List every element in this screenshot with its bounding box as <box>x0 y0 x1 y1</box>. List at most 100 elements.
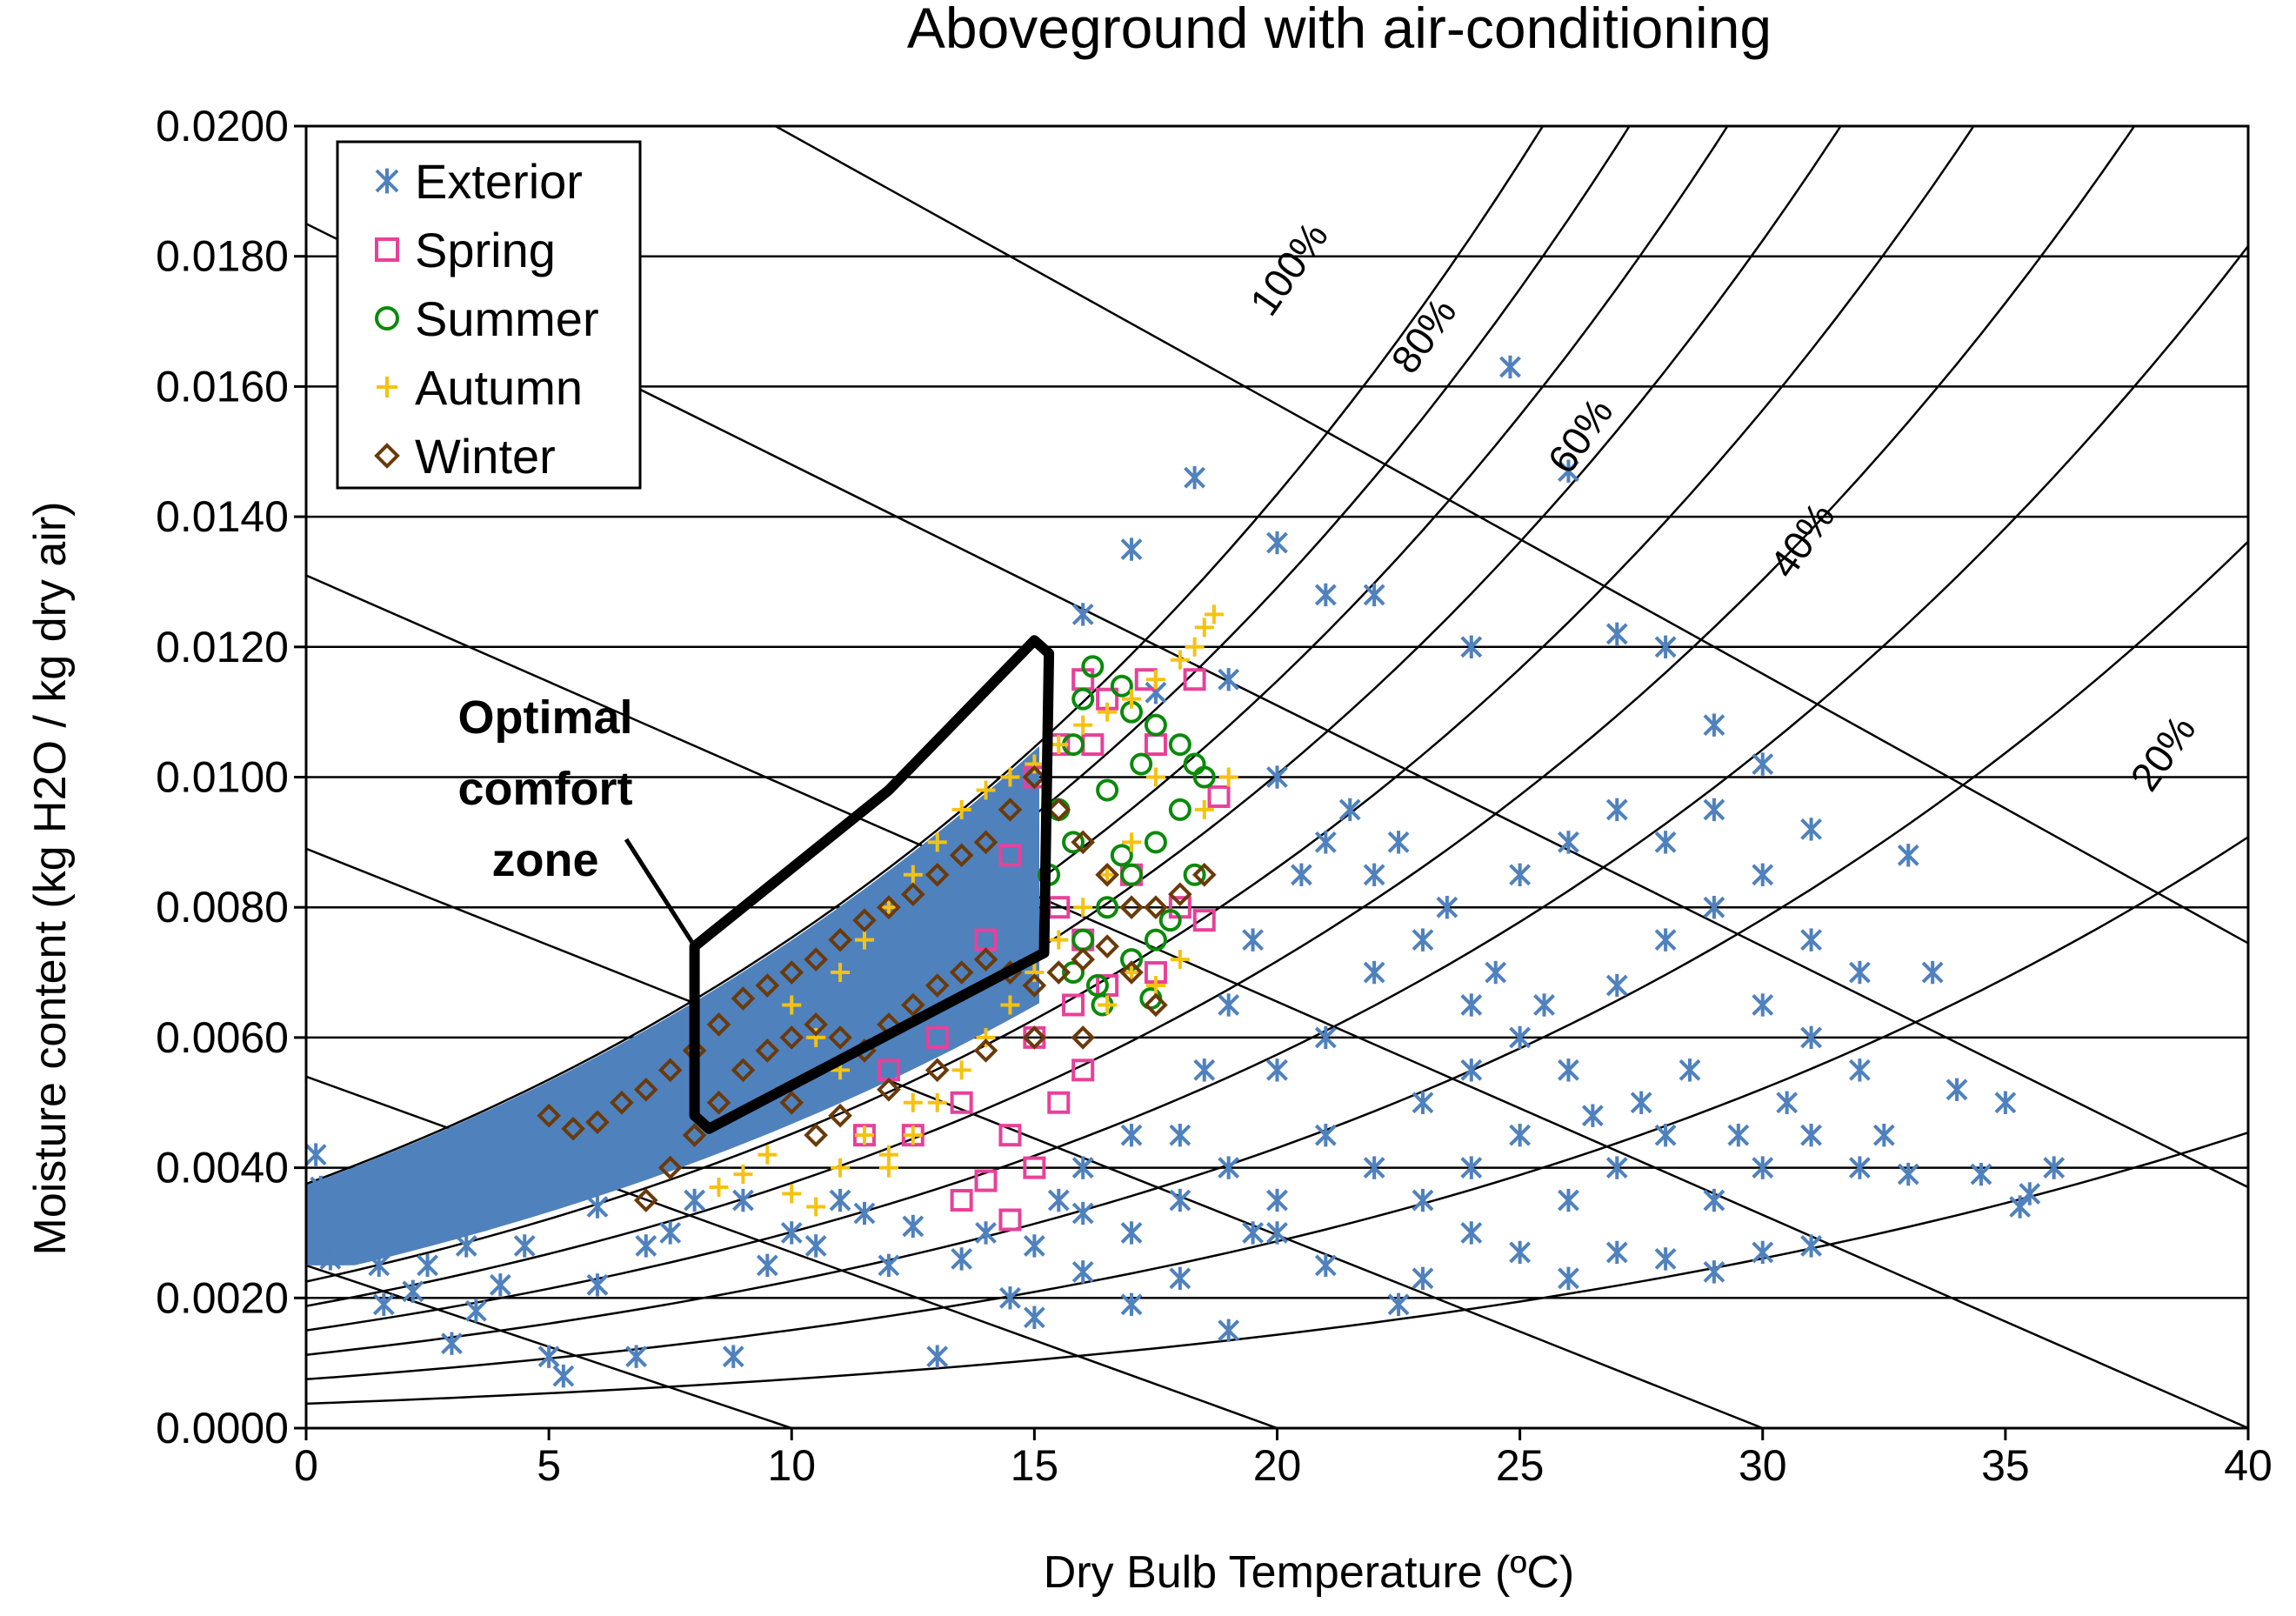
point-winter-19 <box>998 798 1023 822</box>
point-autumn-28 <box>1194 618 1214 638</box>
point-winter-44 <box>1022 973 1047 998</box>
y-tick-label-1: 0.0020 <box>156 1273 289 1322</box>
legend-marker-exterior <box>375 168 399 194</box>
point-exterior-33 <box>1558 1266 1579 1291</box>
point-spring-8 <box>1062 993 1085 1017</box>
point-autumn-29 <box>1204 604 1224 624</box>
y-tick-label-5: 0.0100 <box>156 753 289 802</box>
point-winter-42 <box>973 947 998 972</box>
point-exterior-77 <box>1848 1058 1871 1082</box>
point-exterior-115 <box>1509 863 1532 886</box>
point-exterior-50 <box>1752 752 1774 776</box>
point-autumn-24 <box>1122 689 1142 709</box>
point-autumn-1 <box>733 1165 753 1185</box>
point-winter-31 <box>706 1090 731 1115</box>
point-exterior-27 <box>1266 1188 1288 1212</box>
point-autumn-27 <box>1185 637 1205 657</box>
point-autumn-20 <box>1025 754 1045 774</box>
point-exterior-68 <box>1412 928 1434 952</box>
point-exterior-141 <box>1071 1201 1094 1225</box>
point-exterior-139 <box>1169 1188 1191 1212</box>
point-winter-32 <box>731 1058 756 1083</box>
point-exterior-6 <box>455 1234 477 1258</box>
exterior-band <box>306 745 1039 1265</box>
point-winter-17 <box>949 843 974 868</box>
point-exterior-94 <box>1120 1123 1143 1147</box>
point-autumn-5 <box>831 1158 851 1178</box>
point-winter-21 <box>1046 798 1071 822</box>
comfort-zone-outline <box>689 635 1055 1134</box>
point-exterior-86 <box>1436 896 1458 919</box>
point-exterior-89 <box>1290 863 1312 886</box>
point-winter-4 <box>633 1077 658 1102</box>
point-summer-21 <box>1062 831 1085 854</box>
rh-curve-10 <box>306 1132 2248 1406</box>
point-exterior-138 <box>1266 1221 1288 1245</box>
point-exterior-125 <box>1266 1058 1288 1082</box>
point-exterior-43 <box>2019 1182 2041 1205</box>
point-exterior-117 <box>1605 798 1628 822</box>
point-spring-2 <box>950 1189 973 1212</box>
point-exterior-131 <box>1558 1188 1579 1212</box>
point-exterior-101 <box>732 1188 754 1212</box>
point-exterior-70 <box>1509 1025 1532 1050</box>
point-exterior-47 <box>1921 960 1944 985</box>
point-exterior-142 <box>1023 1234 1045 1258</box>
point-autumn-0 <box>709 1178 729 1198</box>
rh-label-4: 20% <box>2121 707 2204 798</box>
point-exterior-84 <box>1533 993 1555 1017</box>
point-exterior-31 <box>1460 1221 1483 1245</box>
point-exterior-49 <box>1800 818 1822 841</box>
point-exterior-58 <box>1314 583 1337 607</box>
point-winter-49 <box>1144 992 1168 1018</box>
point-autumn-4 <box>806 1197 826 1217</box>
point-exterior-130 <box>1509 1123 1532 1147</box>
point-autumn-45 <box>1170 950 1190 970</box>
point-exterior-108 <box>368 1253 390 1278</box>
point-exterior-105 <box>513 1234 536 1258</box>
x-tick-label-6: 30 <box>1739 1441 1787 1490</box>
point-exterior-136 <box>1800 1123 1822 1147</box>
point-exterior-48 <box>1897 844 1919 867</box>
x-tick-label-3: 15 <box>1011 1441 1059 1490</box>
point-exterior-120 <box>1752 863 1774 886</box>
point-exterior-55 <box>1499 355 1521 379</box>
point-exterior-39 <box>1848 1156 1871 1179</box>
point-winter-35 <box>804 1012 828 1037</box>
point-exterior-42 <box>2009 1195 2032 1219</box>
point-autumn-42 <box>1098 995 1118 1015</box>
rh-label-0: 100% <box>1241 214 1337 324</box>
point-exterior-29 <box>1387 1292 1410 1316</box>
legend-label-exterior: Exterior <box>415 154 583 209</box>
point-exterior-12 <box>659 1221 682 1245</box>
legend-label-spring: Spring <box>415 223 556 277</box>
point-winter-28 <box>633 1188 658 1212</box>
comfort-zone-annotation: Optimal comfort zone <box>457 691 698 950</box>
point-autumn-44 <box>1145 976 1165 996</box>
point-spring-16 <box>1071 668 1095 691</box>
point-exterior-21 <box>1023 1305 1045 1329</box>
point-exterior-22 <box>1071 1260 1094 1284</box>
point-winter-16 <box>924 862 950 887</box>
legend-label-autumn: Autumn <box>415 360 583 415</box>
point-exterior-92 <box>1193 1058 1216 1082</box>
point-exterior-64 <box>1218 668 1240 691</box>
point-winter-46 <box>1071 947 1096 972</box>
point-exterior-97 <box>975 1221 997 1245</box>
point-winter-57 <box>1071 1025 1096 1050</box>
point-exterior-34 <box>1605 1240 1628 1265</box>
point-exterior-2 <box>344 1234 366 1258</box>
point-exterior-0 <box>306 1214 317 1239</box>
annotation-leader <box>624 838 698 950</box>
point-exterior-5 <box>441 1332 463 1355</box>
point-exterior-66 <box>1314 831 1337 854</box>
axis-ticks: 0 5 10 15 20 25 30 35 40 0.0000 0.0020 0.0040 0.0060… <box>156 102 2273 1490</box>
rh-curve-50 <box>306 126 2136 1307</box>
point-autumn-26 <box>1170 650 1190 670</box>
chart-title: Aboveground with air-conditioning <box>907 0 1772 60</box>
point-autumn-32 <box>1098 865 1118 885</box>
point-spring-23 <box>950 1091 973 1114</box>
point-exterior-124 <box>1363 960 1385 985</box>
point-autumn-14 <box>878 898 898 918</box>
point-spring-21 <box>925 1025 949 1049</box>
